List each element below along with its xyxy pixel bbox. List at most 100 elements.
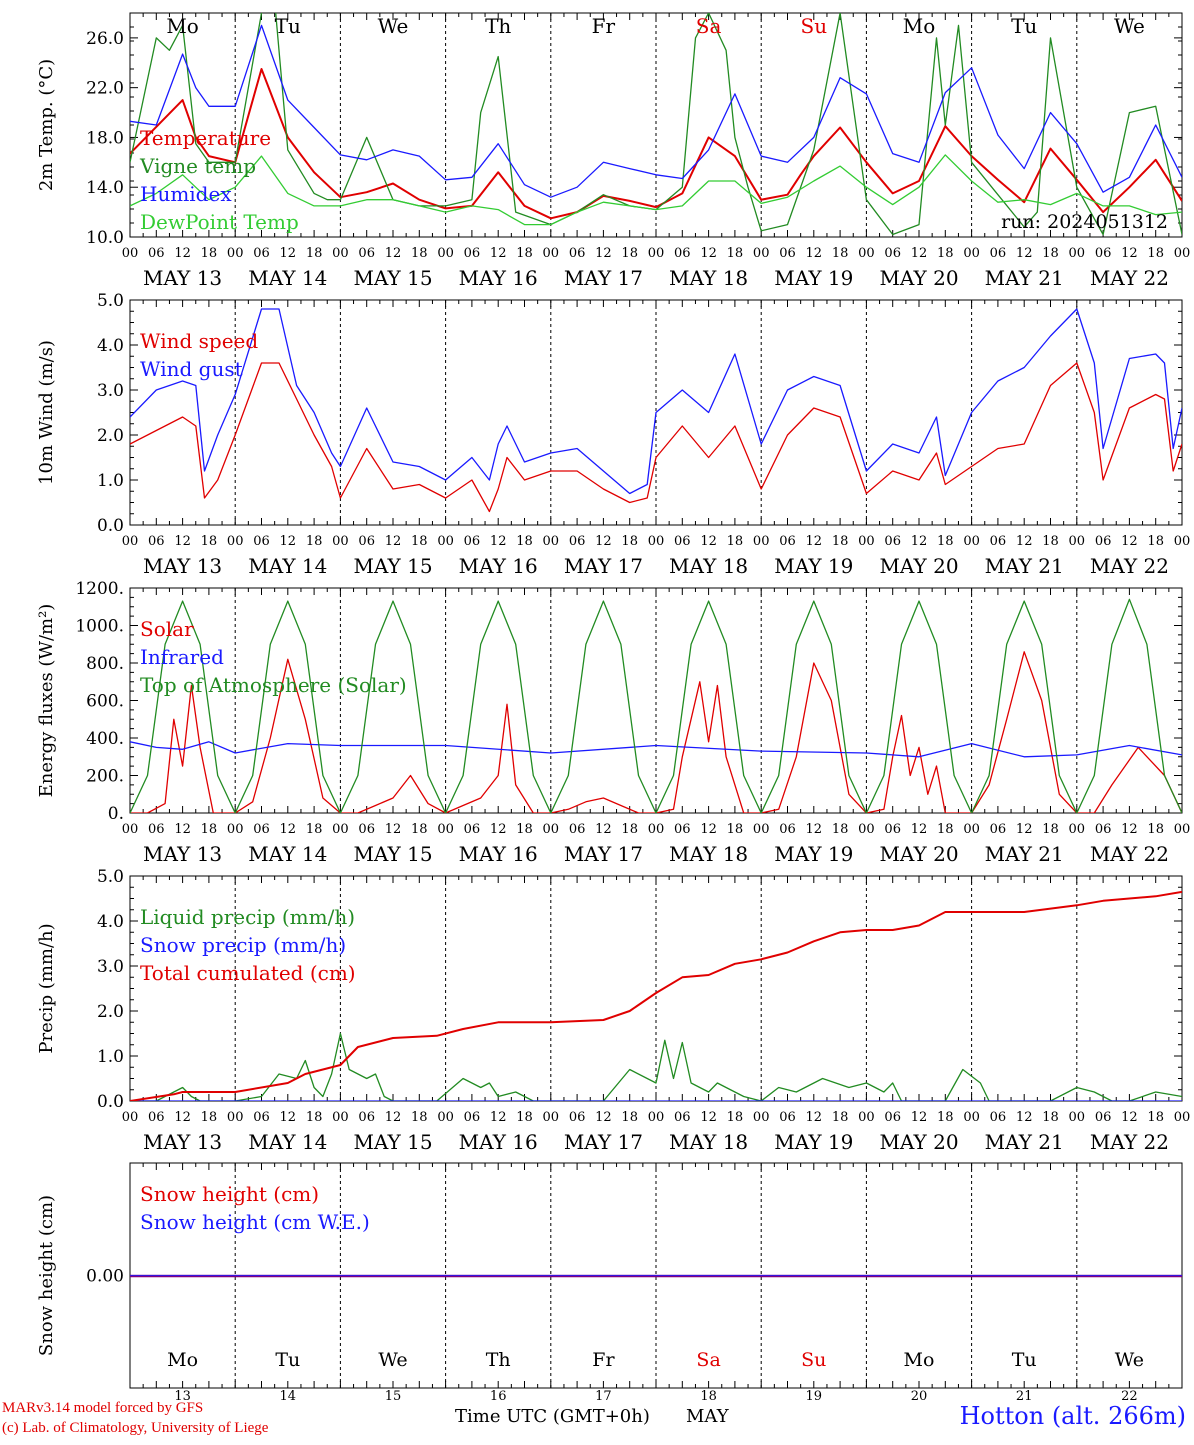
top-day-name: We bbox=[1114, 14, 1145, 38]
hour-tick-label: 12 bbox=[1016, 822, 1033, 837]
legend-entry: DewPoint Temp bbox=[140, 210, 299, 234]
hour-tick-label: 00 bbox=[437, 1110, 454, 1125]
hour-tick-label: 12 bbox=[174, 534, 191, 549]
series-infrared bbox=[130, 741, 1182, 758]
hour-tick-label: 18 bbox=[516, 246, 533, 261]
hour-tick-label: 18 bbox=[306, 1110, 323, 1125]
hour-tick-label: 00 bbox=[543, 822, 560, 837]
date-label: MAY 16 bbox=[459, 1130, 538, 1154]
plot-frame bbox=[129, 587, 1183, 814]
hour-tick-label: 12 bbox=[174, 1110, 191, 1125]
hour-tick-label: 00 bbox=[753, 1110, 770, 1125]
date-label: MAY 15 bbox=[353, 842, 432, 866]
date-label: MAY 15 bbox=[353, 266, 432, 290]
hour-tick-label: 06 bbox=[884, 246, 901, 261]
hour-tick-label: 06 bbox=[990, 534, 1007, 549]
hour-tick-label: 00 bbox=[122, 1110, 139, 1125]
date-label: MAY 17 bbox=[564, 266, 643, 290]
hour-tick-label: 00 bbox=[648, 822, 665, 837]
bottom-day-number: 20 bbox=[911, 1389, 928, 1404]
hour-tick-label: 06 bbox=[884, 1110, 901, 1125]
date-label: MAY 20 bbox=[879, 266, 958, 290]
run-label: run: 2024051312 bbox=[1001, 211, 1168, 233]
bottom-day-name: Mo bbox=[904, 1349, 935, 1371]
series-wind-speed bbox=[130, 362, 1182, 513]
date-label: MAY 22 bbox=[1090, 842, 1169, 866]
hour-tick-label: 12 bbox=[595, 1110, 612, 1125]
plot-frame bbox=[129, 12, 1183, 238]
hour-tick-label: 18 bbox=[516, 534, 533, 549]
series-liquid-precip-mm-h bbox=[130, 1032, 1182, 1101]
hour-tick-label: 00 bbox=[227, 1110, 244, 1125]
hour-tick-label: 06 bbox=[884, 534, 901, 549]
date-label: MAY 14 bbox=[248, 266, 327, 290]
bottom-day-name: Th bbox=[486, 1349, 511, 1371]
hour-tick-label: 18 bbox=[621, 822, 638, 837]
hour-tick-label: 18 bbox=[727, 822, 744, 837]
hour-tick-label: 06 bbox=[1095, 822, 1112, 837]
hour-tick-label: 06 bbox=[253, 534, 270, 549]
y-tick-label: 18.0 bbox=[86, 128, 124, 148]
y-tick-label: 4.0 bbox=[97, 912, 124, 932]
hour-tick-label: 06 bbox=[253, 246, 270, 261]
hour-tick-label: 12 bbox=[1016, 246, 1033, 261]
hour-tick-label: 18 bbox=[727, 534, 744, 549]
hour-tick-label: 00 bbox=[858, 534, 875, 549]
hour-tick-label: 00 bbox=[963, 1110, 980, 1125]
bottom-day-number: 15 bbox=[385, 1389, 402, 1404]
hour-tick-label: 18 bbox=[411, 246, 428, 261]
legend-entry: Wind speed bbox=[140, 329, 258, 353]
hour-tick-label: 18 bbox=[727, 1110, 744, 1125]
series-humidex bbox=[130, 24, 1182, 198]
hour-tick-label: 12 bbox=[280, 534, 297, 549]
y-tick-label: 600. bbox=[86, 692, 124, 712]
hour-tick-label: 18 bbox=[727, 246, 744, 261]
y-tick-label: 5.0 bbox=[97, 867, 124, 887]
hour-tick-label: 06 bbox=[779, 822, 796, 837]
series-temperature bbox=[130, 68, 1182, 220]
legend-entry: Temperature bbox=[140, 126, 271, 150]
hour-tick-label: 12 bbox=[700, 1110, 717, 1125]
month-label: MAY bbox=[686, 1406, 729, 1427]
hour-tick-label: 00 bbox=[858, 822, 875, 837]
hour-tick-label: 00 bbox=[753, 534, 770, 549]
hour-tick-label: 12 bbox=[490, 246, 507, 261]
hour-tick-label: 12 bbox=[806, 246, 823, 261]
hour-tick-label: 00 bbox=[648, 246, 665, 261]
hour-tick-label: 12 bbox=[174, 822, 191, 837]
hour-tick-label: 18 bbox=[1147, 534, 1164, 549]
hour-tick-label: 18 bbox=[411, 534, 428, 549]
hour-tick-label: 06 bbox=[148, 534, 165, 549]
hour-tick-label: 06 bbox=[990, 1110, 1007, 1125]
top-day-name: Mo bbox=[903, 14, 936, 38]
hour-tick-label: 12 bbox=[911, 246, 928, 261]
hour-tick-label: 12 bbox=[490, 534, 507, 549]
date-label: MAY 22 bbox=[1090, 1130, 1169, 1154]
y-tick-label: 1.0 bbox=[97, 471, 124, 491]
y-tick-label: 3.0 bbox=[97, 381, 124, 401]
hour-tick-label: 18 bbox=[832, 1110, 849, 1125]
hour-tick-label: 18 bbox=[832, 822, 849, 837]
top-day-name: Fr bbox=[592, 14, 616, 38]
hour-tick-label: 00 bbox=[1174, 822, 1191, 837]
date-label: MAY 17 bbox=[564, 842, 643, 866]
date-label: MAY 14 bbox=[248, 554, 327, 578]
y-axis-label: 2m Temp. (°C) bbox=[36, 59, 57, 191]
date-label: MAY 13 bbox=[143, 1130, 222, 1154]
top-day-name: Th bbox=[485, 14, 511, 38]
hour-tick-label: 00 bbox=[543, 1110, 560, 1125]
hour-tick-label: 00 bbox=[437, 822, 454, 837]
hour-tick-label: 18 bbox=[516, 822, 533, 837]
hour-tick-label: 06 bbox=[253, 1110, 270, 1125]
hour-tick-label: 18 bbox=[1042, 822, 1059, 837]
bottom-day-number: 13 bbox=[174, 1389, 191, 1404]
hour-tick-label: 18 bbox=[516, 1110, 533, 1125]
date-label: MAY 14 bbox=[248, 842, 327, 866]
legend-entry: Solar bbox=[140, 617, 194, 641]
hour-tick-label: 18 bbox=[1147, 822, 1164, 837]
y-axis-label: Precip (mm/h) bbox=[36, 923, 57, 1053]
hour-tick-label: 18 bbox=[201, 534, 218, 549]
y-tick-label: 2.0 bbox=[97, 426, 124, 446]
date-label: MAY 21 bbox=[985, 554, 1064, 578]
hour-tick-label: 18 bbox=[411, 1110, 428, 1125]
